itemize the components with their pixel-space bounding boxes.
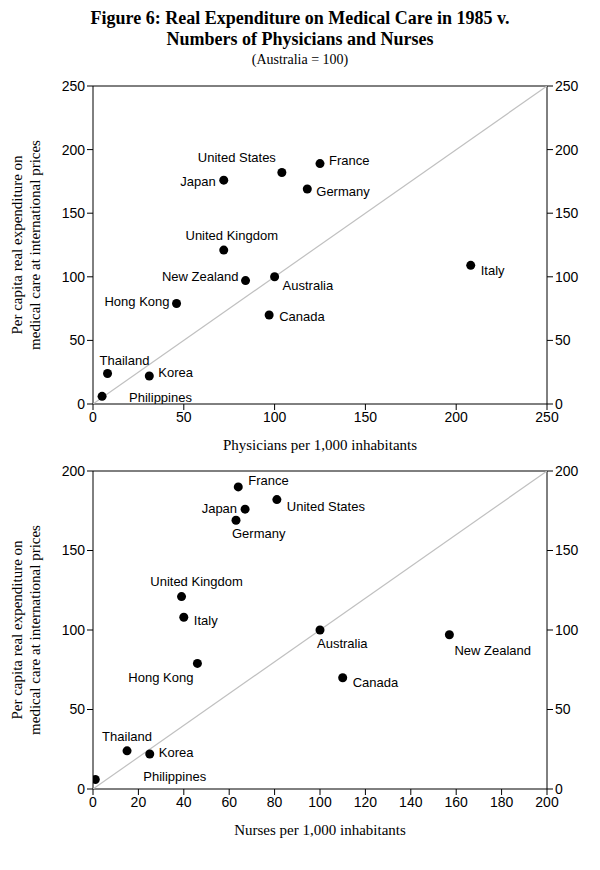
- svg-text:Philippines: Philippines: [143, 769, 206, 784]
- svg-text:250: 250: [555, 78, 579, 94]
- svg-text:100: 100: [62, 622, 86, 638]
- svg-text:200: 200: [555, 142, 579, 158]
- svg-text:100: 100: [555, 622, 579, 638]
- svg-text:New Zealand: New Zealand: [162, 269, 239, 284]
- svg-text:Germany: Germany: [232, 526, 286, 541]
- svg-text:Korea: Korea: [158, 365, 193, 380]
- svg-text:50: 50: [69, 701, 85, 717]
- svg-text:0: 0: [555, 781, 563, 797]
- svg-text:Korea: Korea: [159, 745, 194, 760]
- html-text:(Australia = 100): (Australia = 100): [251, 52, 349, 67]
- svg-text:200: 200: [555, 463, 579, 479]
- svg-text:United States: United States: [287, 499, 366, 514]
- svg-text:0: 0: [89, 794, 97, 810]
- svg-text:200: 200: [535, 793, 559, 810]
- svg-text:180: 180: [490, 794, 514, 810]
- svg-text:Thailand: Thailand: [102, 729, 152, 744]
- svg-text:France: France: [329, 153, 369, 168]
- svg-text:250: 250: [535, 408, 559, 425]
- svg-text:0: 0: [89, 409, 97, 425]
- svg-text:United Kingdom: United Kingdom: [150, 574, 243, 589]
- svg-text:Nurses per 1,000 inhabitants: Nurses per 1,000 inhabitants: [234, 822, 406, 838]
- html-text:Figure 6: Real Expenditure on: Figure 6: Real Expenditure on Medical Ca…: [90, 8, 510, 49]
- svg-text:Canada: Canada: [353, 675, 399, 690]
- svg-text:100: 100: [62, 269, 86, 285]
- svg-text:United States: United States: [198, 150, 277, 165]
- svg-text:150: 150: [354, 409, 378, 425]
- svg-text:100: 100: [308, 794, 332, 810]
- svg-text:150: 150: [555, 542, 579, 558]
- svg-text:Australia: Australia: [283, 278, 334, 293]
- svg-text:United Kingdom: United Kingdom: [186, 228, 279, 243]
- svg-text:Japan: Japan: [202, 501, 237, 516]
- svg-text:France: France: [248, 473, 288, 488]
- svg-text:150: 150: [62, 205, 86, 221]
- svg-text:0: 0: [77, 781, 85, 797]
- svg-text:0: 0: [77, 396, 85, 412]
- svg-text:0: 0: [555, 396, 563, 412]
- svg-text:80: 80: [267, 794, 283, 810]
- svg-text:100: 100: [555, 269, 579, 285]
- svg-text:200: 200: [62, 463, 86, 479]
- svg-text:160: 160: [445, 794, 469, 810]
- svg-text:Italy: Italy: [194, 613, 218, 628]
- svg-text:50: 50: [555, 701, 571, 717]
- svg-text:Hong Kong: Hong Kong: [104, 294, 169, 309]
- svg-text:Philippines: Philippines: [129, 390, 192, 404]
- svg-text:150: 150: [555, 205, 579, 221]
- svg-text:150: 150: [62, 542, 86, 558]
- svg-text:New Zealand: New Zealand: [454, 643, 531, 658]
- svg-text:Per capita real expenditure on: Per capita real expenditure onmedical ca…: [9, 140, 43, 350]
- svg-text:Hong Kong: Hong Kong: [128, 670, 193, 685]
- svg-text:Canada: Canada: [279, 309, 325, 324]
- svg-text:Japan: Japan: [180, 174, 215, 189]
- svg-text:Italy: Italy: [481, 263, 505, 278]
- svg-text:50: 50: [176, 409, 192, 425]
- svg-text:Physicians per 1,000 inhabitan: Physicians per 1,000 inhabitants: [223, 437, 417, 453]
- svg-text:20: 20: [131, 794, 147, 810]
- svg-text:Thailand: Thailand: [100, 353, 150, 368]
- svg-text:200: 200: [62, 142, 86, 158]
- svg-text:60: 60: [221, 794, 237, 810]
- svg-text:Germany: Germany: [316, 184, 370, 199]
- svg-text:250: 250: [62, 78, 86, 94]
- svg-text:40: 40: [176, 794, 192, 810]
- svg-text:140: 140: [399, 794, 423, 810]
- svg-text:200: 200: [445, 409, 469, 425]
- svg-text:100: 100: [263, 409, 287, 425]
- svg-text:Australia: Australia: [317, 636, 368, 651]
- svg-text:50: 50: [555, 332, 571, 348]
- svg-text:50: 50: [69, 332, 85, 348]
- svg-text:Per capita real expenditure on: Per capita real expenditure onmedical ca…: [9, 525, 43, 735]
- svg-text:120: 120: [354, 794, 378, 810]
